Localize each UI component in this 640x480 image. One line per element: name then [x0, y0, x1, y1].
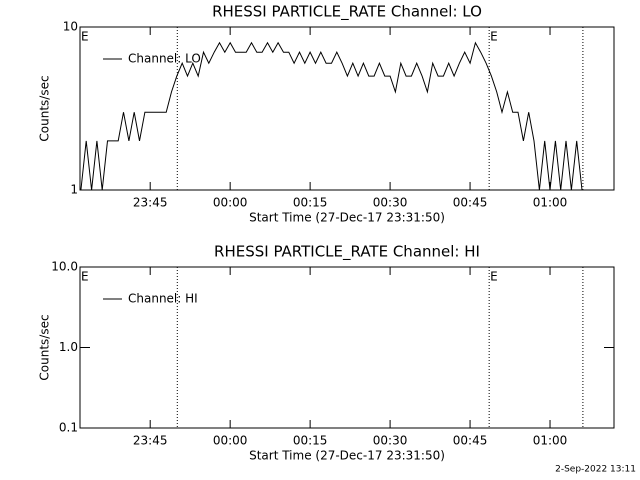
- x-tick-label: 00:30: [373, 434, 408, 448]
- y-axis-label: Counts/sec: [38, 75, 52, 141]
- legend-label: Channel: LO: [128, 52, 201, 66]
- y-tick-label: 0.1: [59, 421, 78, 435]
- y-axis-label: Counts/sec: [38, 314, 52, 380]
- x-tick-label: 00:30: [373, 196, 408, 210]
- chart-title: RHESSI PARTICLE_RATE Channel: LO: [212, 3, 482, 22]
- annotation: E: [490, 270, 498, 284]
- chart-title: RHESSI PARTICLE_RATE Channel: HI: [214, 243, 480, 262]
- x-tick-label: 00:00: [213, 434, 248, 448]
- x-tick-label: 00:15: [293, 434, 328, 448]
- annotation: E: [490, 30, 498, 44]
- footer: 2-Sep-2022 13:11: [555, 465, 636, 475]
- plot-frame: [79, 26, 615, 191]
- legend-label: Channel: HI: [128, 292, 198, 306]
- annotation: E: [81, 270, 89, 284]
- y-tick-label: 10.0: [51, 260, 78, 274]
- x-tick-label: 23:45: [133, 196, 168, 210]
- x-tick-label: 00:15: [293, 196, 328, 210]
- data-line: [80, 41, 583, 191]
- y-tick-label: 1.0: [59, 340, 78, 354]
- x-tick-label: 00:45: [453, 434, 488, 448]
- x-tick-label: 01:00: [533, 196, 568, 210]
- x-tick-label: 23:45: [133, 434, 168, 448]
- x-tick-label: 01:00: [533, 434, 568, 448]
- y-tick-label: 1: [70, 183, 78, 197]
- y-tick-label: 10: [63, 20, 78, 34]
- x-axis-label: Start Time (27-Dec-17 23:31:50): [249, 449, 445, 463]
- x-axis-label: Start Time (27-Dec-17 23:31:50): [249, 211, 445, 225]
- x-tick-label: 00:00: [213, 196, 248, 210]
- annotation: E: [81, 30, 89, 44]
- x-tick-label: 00:45: [453, 196, 488, 210]
